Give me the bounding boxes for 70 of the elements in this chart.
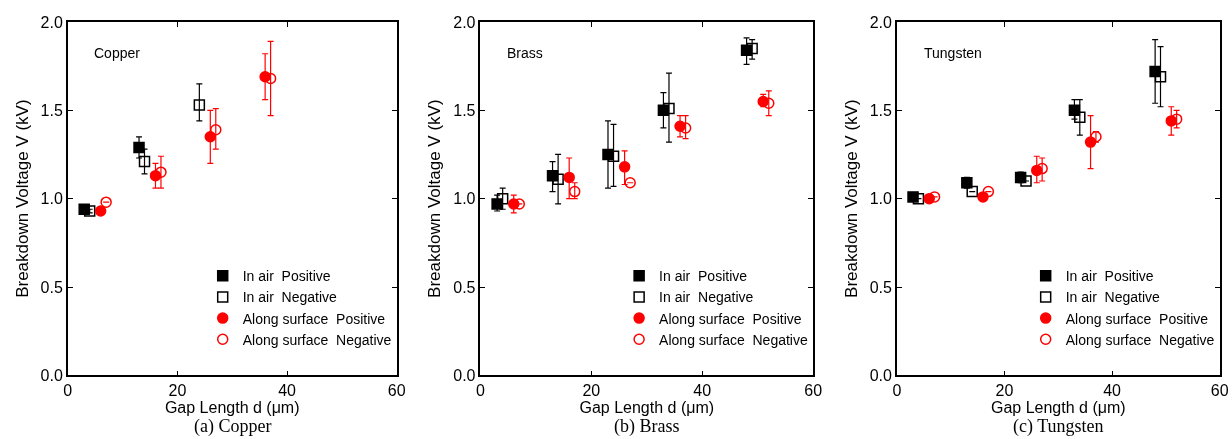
point — [1036, 162, 1048, 175]
x-tick-label: 0 — [476, 382, 486, 400]
annotation: Copper — [94, 45, 141, 61]
y-tick-label: 1.5 — [40, 101, 63, 119]
y-tick-label: 0.0 — [40, 366, 63, 384]
point — [746, 42, 758, 55]
x-tick-label: 20 — [168, 382, 187, 400]
y-tick-label: 1.0 — [869, 190, 893, 208]
y-tick-label: 2.0 — [40, 13, 63, 31]
point — [491, 198, 503, 210]
x-tick-label: 20 — [995, 382, 1014, 400]
legend-label: In air Negative — [659, 289, 754, 306]
x-tick-label: 0 — [63, 382, 73, 400]
x-tick-label: 60 — [804, 382, 823, 400]
text: (b) Brass — [614, 416, 680, 437]
x-tick-label: 40 — [1103, 382, 1122, 400]
point — [912, 192, 925, 205]
text: (a) Copper — [194, 416, 272, 437]
legend-label: Along surface Positive — [1065, 310, 1209, 327]
point — [210, 123, 222, 136]
y-tick-label: 2.0 — [453, 13, 476, 31]
point — [966, 185, 978, 198]
legend-label: In air Positive — [1065, 268, 1154, 285]
x-tick-label: 20 — [582, 382, 601, 400]
y-axis-title: Breakdown Voltage V (kV) — [841, 99, 861, 298]
y-tick-label: 2.0 — [869, 13, 893, 31]
point — [618, 161, 631, 173]
y-tick-label: 0.5 — [869, 278, 893, 296]
y-tick-label: 0.5 — [40, 278, 63, 296]
y-axis-title: Breakdown Voltage V (kV) — [12, 99, 32, 298]
point — [624, 176, 636, 189]
point — [138, 155, 151, 168]
y-tick-label: 1.0 — [453, 190, 476, 208]
y-tick-label: 0.5 — [453, 278, 476, 296]
point — [982, 185, 995, 198]
legend-label: Along surface Negative — [1065, 331, 1215, 348]
y-tick-label: 0.0 — [453, 366, 476, 384]
x-axis-title: Gap Length d (μm) — [990, 399, 1126, 417]
x-tick-label: 0 — [892, 382, 902, 400]
legend-label: In air Positive — [659, 268, 748, 285]
legend-label: In air Negative — [242, 289, 338, 306]
legend-label: Along surface Negative — [659, 331, 808, 348]
point — [663, 102, 675, 115]
text: (c) Tungsten — [1013, 416, 1104, 437]
point — [1154, 70, 1167, 83]
x-tick-label: 60 — [1210, 382, 1229, 400]
legend-label: In air Positive — [242, 268, 331, 285]
legend-label: In air Negative — [1065, 289, 1161, 306]
annotation: Brass — [507, 45, 543, 61]
y-tick-label: 1.5 — [869, 101, 893, 119]
y-tick-label: 1.5 — [453, 101, 476, 119]
annotation: Tungsten — [924, 45, 982, 61]
y-tick-label: 0.0 — [869, 366, 893, 384]
legend-label: Along surface Positive — [242, 310, 386, 327]
x-tick-label: 40 — [278, 382, 297, 400]
point — [763, 97, 775, 109]
point — [193, 99, 206, 111]
x-axis-title: Gap Length d (μm) — [579, 399, 715, 417]
y-tick-label: 1.0 — [40, 190, 63, 208]
x-axis-title: Gap Length d (μm) — [164, 399, 300, 417]
point — [496, 192, 509, 205]
y-axis-title: Breakdown Voltage V (kV) — [425, 99, 445, 298]
point — [155, 166, 167, 178]
x-tick-label: 60 — [387, 382, 406, 400]
legend-label: Along surface Positive — [659, 310, 802, 327]
point — [563, 171, 575, 184]
point — [133, 141, 145, 154]
x-tick-label: 40 — [693, 382, 712, 400]
legend-label: Along surface Negative — [242, 331, 392, 348]
point — [100, 196, 112, 208]
